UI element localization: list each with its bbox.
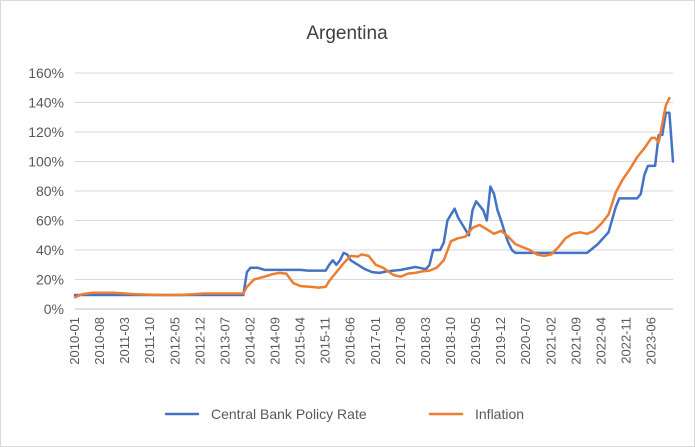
x-tick-label: 2016-06 [343,317,358,365]
y-tick-label: 140% [28,95,64,111]
x-tick-label: 2022-04 [593,317,608,365]
legend: Central Bank Policy Rate Inflation [164,406,524,422]
y-tick-label: 80% [36,183,64,199]
x-tick-label: 2011-03 [117,317,132,364]
x-tick-label: 2018-03 [418,317,433,365]
x-tick-label: 2014-02 [242,317,257,365]
x-tick-label: 2012-12 [192,317,207,365]
grid-layer [75,72,673,310]
y-tick-label: 160% [28,65,64,81]
legend-label: Inflation [475,406,524,422]
y-tick-label: 40% [36,242,64,258]
x-tick-label: 2014-09 [268,317,283,365]
series-line-inflation [73,96,671,299]
y-tick-label: 100% [28,154,64,170]
x-tick-label: 2012-05 [167,317,182,365]
y-tick-label: 120% [28,124,64,140]
series-layer [73,96,675,299]
y-axis-ticks: 0% 20% 40% 60% 80% 100% 120% 140% 160% [28,65,64,317]
x-tick-label: 2015-04 [293,317,308,365]
x-tick-label: 2011-10 [142,317,157,364]
series-line-central-bank-policy-rate [73,111,675,297]
x-tick-label: 2020-07 [518,317,533,365]
y-tick-label: 0% [44,301,64,317]
x-tick-label: 2019-12 [493,317,508,365]
y-tick-label: 20% [36,272,64,288]
x-tick-label: 2013-07 [217,317,232,365]
x-tick-label: 2017-08 [393,317,408,365]
chart-title: Argentina [306,23,388,44]
x-tick-label: 2021-02 [543,317,558,365]
x-axis-ticks: 2010-01 2010-08 2011-03 2011-10 2012-05 2012-… [67,317,659,365]
legend-label: Central Bank Policy Rate [211,406,367,422]
x-tick-label: 2017-01 [368,317,383,365]
x-tick-label: 2010-01 [67,317,82,365]
x-tick-label: 2010-08 [92,317,107,365]
x-tick-label: 2018-10 [443,317,458,365]
x-tick-label: 2022-11 [618,317,633,364]
x-tick-label: 2021-09 [568,317,583,365]
x-tick-label: 2023-06 [644,317,659,365]
x-tick-label: 2019-05 [468,317,483,365]
y-tick-label: 60% [36,213,64,229]
x-tick-label: 2015-11 [318,317,333,364]
